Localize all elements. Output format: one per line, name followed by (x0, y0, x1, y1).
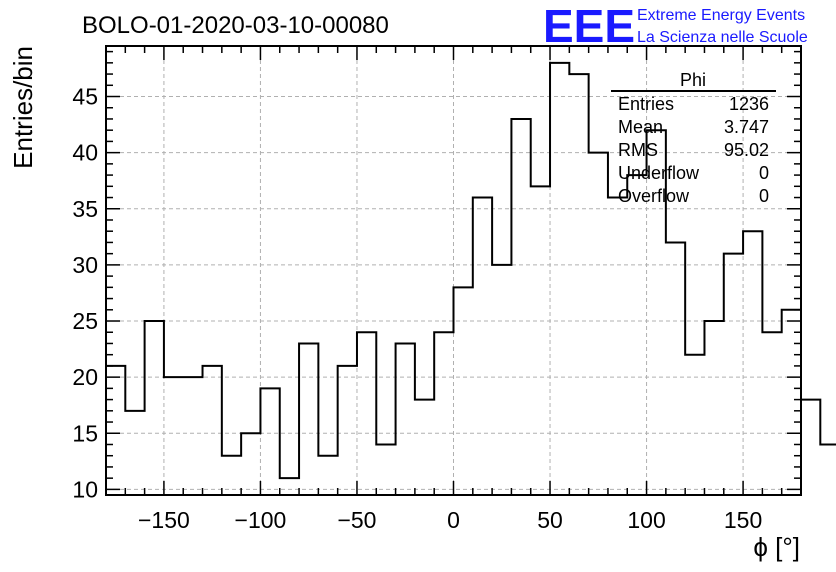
x-axis-title: ϕ [°] (753, 532, 800, 562)
stats-value-underflow: 0 (759, 163, 769, 183)
grid (106, 46, 801, 495)
y-tick-label: 30 (72, 252, 98, 278)
stats-title: Phi (680, 70, 706, 90)
y-tick-label: 20 (72, 364, 98, 390)
eee-logo-mark: EEE (543, 0, 635, 52)
y-tick-label: 45 (72, 84, 98, 110)
y-axis-title: Entries/bin (8, 46, 38, 169)
stats-value-overflow: 0 (759, 186, 769, 206)
axis-ticks: −150 −100 −50 0 50 100 150 10 15 20 25 30 35 40 45 (72, 46, 802, 533)
x-tick-label: 0 (447, 507, 460, 533)
eee-logo: EEE Extreme Energy Events La Scienza nel… (543, 0, 808, 52)
chart-title: BOLO-01-2020-03-10-00080 (82, 12, 389, 39)
y-tick-label: 40 (72, 140, 98, 166)
x-tick-label: −100 (235, 507, 287, 533)
stats-value-entries: 1236 (729, 94, 769, 114)
stats-label-entries: Entries (618, 94, 674, 114)
y-tick-label: 10 (72, 476, 98, 502)
stats-label-rms: RMS (618, 140, 658, 160)
x-tick-label: −50 (337, 507, 376, 533)
eee-logo-line2: La Scienza nelle Scuole (637, 29, 808, 46)
y-tick-label: 35 (72, 196, 98, 222)
histogram-line (106, 61, 836, 480)
x-tick-label: −150 (138, 507, 190, 533)
eee-logo-line1: Extreme Energy Events (637, 7, 805, 24)
stats-box: Phi Entries 1236 Mean 3.747 RMS 95.02 Un… (611, 70, 776, 206)
stats-label-mean: Mean (618, 117, 663, 137)
x-tick-label: 50 (537, 507, 563, 533)
stats-label-underflow: Underflow (618, 163, 700, 183)
stats-value-rms: 95.02 (724, 140, 769, 160)
y-tick-label: 15 (72, 420, 98, 446)
stats-label-overflow: Overflow (618, 186, 690, 206)
x-tick-label: 100 (627, 507, 665, 533)
x-tick-label: 150 (724, 507, 762, 533)
stats-value-mean: 3.747 (724, 117, 769, 137)
y-tick-label: 25 (72, 308, 98, 334)
